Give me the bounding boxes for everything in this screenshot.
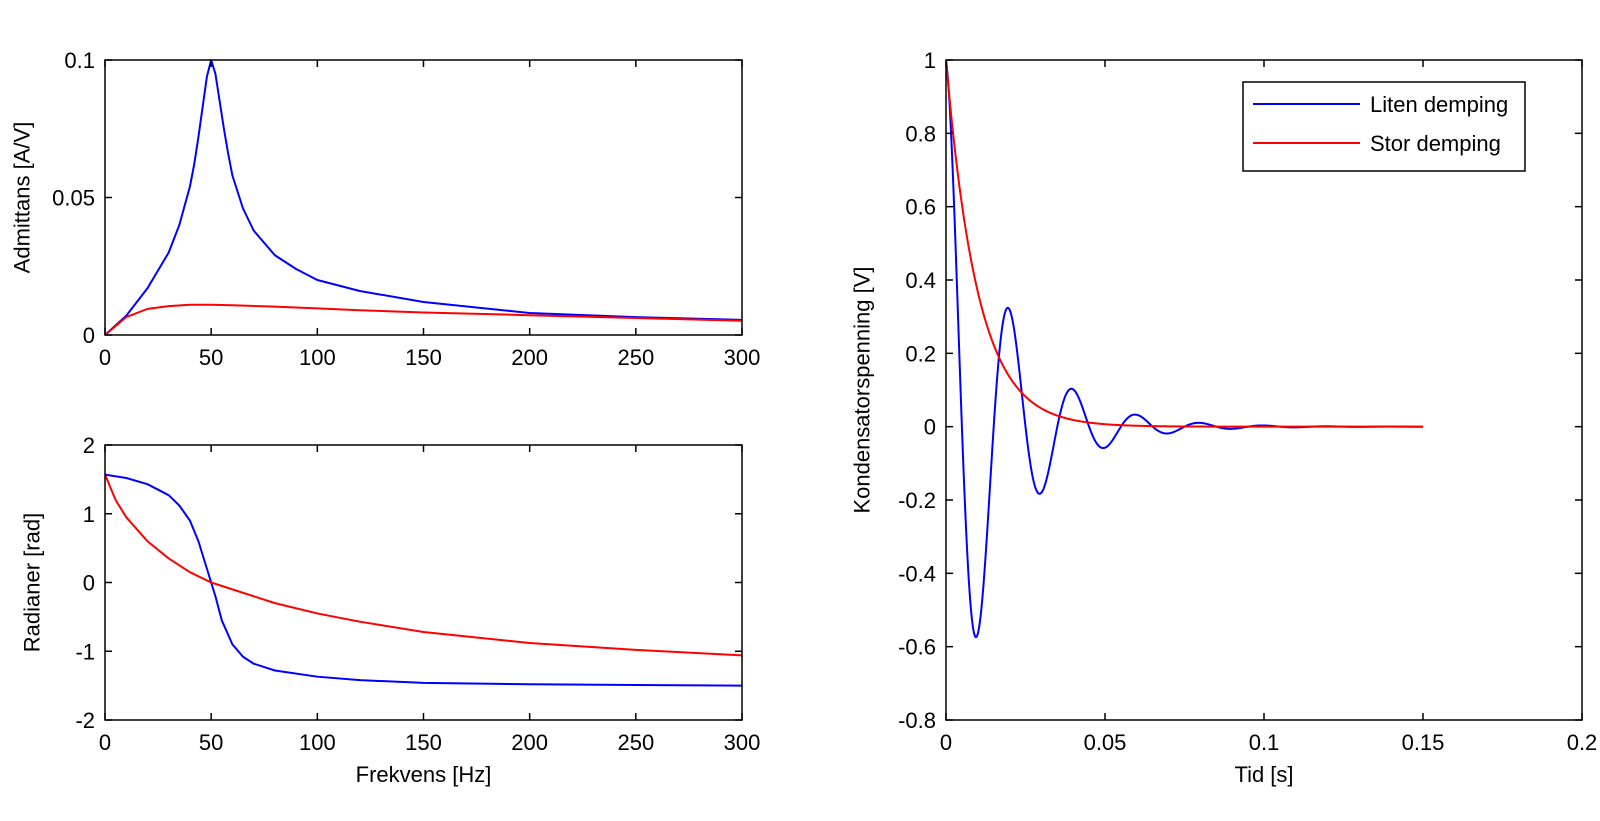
voltage-y-tick-label: -0.4 [898, 561, 936, 586]
admittance-y-axis-label: Admittans [A/V] [10, 122, 35, 274]
phase-y-tick-label: 2 [83, 433, 95, 458]
admittance-x-tick-label: 50 [199, 345, 223, 370]
voltage-y-axis-label: Kondensatorspenning [V] [850, 266, 875, 513]
voltage-y-tick-label: 1 [924, 48, 936, 73]
phase-x-tick-label: 150 [405, 730, 442, 755]
phase-x-tick-label: 100 [299, 730, 336, 755]
admittance-series-layer [105, 59, 742, 336]
phase-x-tick-label: 50 [199, 730, 223, 755]
voltage-ticks: 0 0.05 0.1 0.15 0.2 -0.8 -0.6 -0.4 -0.2 0 0.2 0.4 0.… [898, 48, 1597, 755]
admittance-series-blue-line [105, 59, 742, 336]
admittance-ticks: 0 50 100 150 200 250 300 0 0.05 0.1 [52, 48, 760, 370]
voltage-series-red-line [946, 59, 1424, 428]
phase-y-axis-label: Radianer [rad] [20, 513, 45, 652]
admittance-plot: 0 50 100 150 200 250 300 0 0.05 0.1 Admittans [A/… [10, 48, 761, 370]
legend-label-liten-demping: Liten demping [1370, 92, 1508, 117]
admittance-y-tick-label: 0.05 [52, 186, 95, 211]
admittance-y-tick-label: 0.1 [64, 48, 95, 73]
admittance-x-tick-label: 300 [724, 345, 761, 370]
admittance-y-tick-label: 0 [83, 323, 95, 348]
phase-x-tick-label: 200 [511, 730, 548, 755]
voltage-x-tick-label: 0 [940, 730, 952, 755]
phase-y-tick-label: 1 [83, 502, 95, 527]
admittance-x-tick-label: 0 [99, 345, 111, 370]
admittance-series-red-line [105, 303, 742, 336]
admittance-x-tick-label: 100 [299, 345, 336, 370]
legend-label-stor-demping: Stor demping [1370, 131, 1501, 156]
phase-series-layer [105, 473, 742, 687]
voltage-y-tick-label: -0.2 [898, 488, 936, 513]
phase-x-tick-label: 250 [617, 730, 654, 755]
phase-x-tick-label: 0 [99, 730, 111, 755]
voltage-x-tick-label: 0.1 [1249, 730, 1280, 755]
phase-plot: 0 50 100 150 200 250 300 -2 -1 0 1 2 Radianer [rad]… [20, 433, 761, 787]
voltage-x-axis-label: Tid [s] [1234, 762, 1293, 787]
voltage-y-tick-label: 0.4 [905, 268, 936, 293]
voltage-x-tick-label: 0.2 [1567, 730, 1598, 755]
voltage-y-tick-label: 0.6 [905, 195, 936, 220]
phase-series-blue-line [105, 473, 742, 687]
phase-ticks: 0 50 100 150 200 250 300 -2 -1 0 1 2 [75, 433, 760, 755]
admittance-x-tick-label: 150 [405, 345, 442, 370]
phase-y-tick-label: -1 [75, 639, 95, 664]
voltage-y-tick-label: -0.8 [898, 708, 936, 733]
voltage-y-tick-label: 0.2 [905, 341, 936, 366]
legend-box [1242, 81, 1526, 172]
phase-series-red-line [105, 474, 742, 657]
legend: Liten demping Stor demping [1242, 81, 1526, 172]
voltage-x-tick-label: 0.15 [1402, 730, 1445, 755]
phase-y-tick-label: 0 [83, 571, 95, 596]
admittance-x-tick-label: 250 [617, 345, 654, 370]
admittance-x-tick-label: 200 [511, 345, 548, 370]
phase-x-tick-label: 300 [724, 730, 761, 755]
voltage-y-tick-label: 0 [924, 415, 936, 440]
voltage-x-tick-label: 0.05 [1084, 730, 1127, 755]
voltage-series-layer [946, 59, 1424, 639]
voltage-y-tick-label: 0.8 [905, 121, 936, 146]
phase-x-axis-label: Frekvens [Hz] [356, 762, 492, 787]
voltage-y-tick-label: -0.6 [898, 635, 936, 660]
phase-y-tick-label: -2 [75, 708, 95, 733]
capacitor-voltage-plot: 0 0.05 0.1 0.15 0.2 -0.8 -0.6 -0.4 -0.2 0 0.2 0.4 0.… [850, 48, 1598, 787]
